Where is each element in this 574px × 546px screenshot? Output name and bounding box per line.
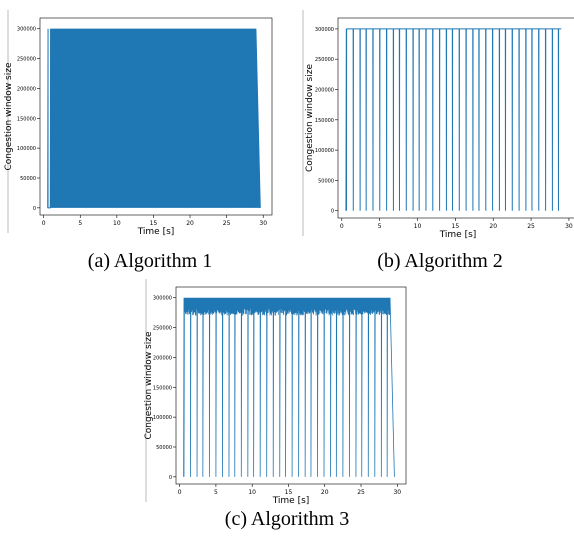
y-tick-label: 300000 bbox=[153, 296, 172, 302]
x-tick-label: 5 bbox=[78, 220, 82, 227]
y-tick-label: 150000 bbox=[153, 385, 172, 391]
y-tick-label: 150000 bbox=[17, 116, 36, 122]
y-tick-label: 250000 bbox=[315, 57, 334, 63]
x-tick-label: 20 bbox=[321, 489, 329, 496]
y-tick-label: 0 bbox=[33, 206, 36, 212]
y-axis-label: Congestion window size bbox=[144, 331, 154, 439]
chart-panel-3: 0 5 10 15 20 25 30 0 50000 100000 150000 200000 2500… bbox=[144, 279, 407, 506]
x-tick-label: 25 bbox=[357, 489, 365, 496]
x-tick-label: 0 bbox=[42, 220, 46, 227]
y-axis-label: Congestion window size bbox=[4, 62, 14, 170]
chart-panel-2: 0 5 10 15 20 25 30 0 50000 100000 150000 200000 2500… bbox=[302, 10, 574, 240]
x-tick-label: 15 bbox=[285, 489, 293, 496]
y-tick-label: 0 bbox=[331, 209, 334, 215]
series-fill bbox=[50, 28, 256, 207]
y-tick-label: 200000 bbox=[17, 86, 36, 92]
x-tick-label: 5 bbox=[378, 223, 382, 230]
y-tick-label: 50000 bbox=[20, 176, 36, 182]
x-tick-label: 15 bbox=[452, 223, 460, 230]
x-tick-label: 20 bbox=[186, 220, 194, 227]
caption-a: (a) Algorithm 1 bbox=[87, 250, 213, 272]
y-tick-label: 100000 bbox=[153, 415, 172, 421]
x-tick-label: 0 bbox=[340, 223, 344, 230]
x-tick-label: 30 bbox=[565, 223, 573, 230]
y-tick-label: 200000 bbox=[315, 88, 334, 94]
x-tick-label: 20 bbox=[489, 223, 497, 230]
x-tick-label: 10 bbox=[414, 223, 422, 230]
y-tick-label: 0 bbox=[169, 475, 172, 481]
y-tick-label: 250000 bbox=[153, 326, 172, 332]
series-line bbox=[183, 297, 395, 477]
caption-b: (b) Algorithm 2 bbox=[377, 250, 503, 272]
caption-c: (c) Algorithm 3 bbox=[224, 508, 350, 530]
x-tick-label: 10 bbox=[248, 489, 256, 496]
x-tick-label: 10 bbox=[113, 220, 121, 227]
x-axis-label: Time [s] bbox=[272, 496, 310, 506]
y-axis-label: Congestion window size bbox=[305, 64, 315, 172]
series-line bbox=[345, 28, 562, 211]
y-tick-label: 50000 bbox=[318, 178, 334, 184]
y-tick-label: 200000 bbox=[153, 355, 172, 361]
y-tick-label: 300000 bbox=[315, 27, 334, 33]
x-axis-label: Time [s] bbox=[439, 230, 477, 240]
y-tick-label: 300000 bbox=[17, 27, 36, 33]
x-tick-label: 0 bbox=[178, 489, 182, 496]
y-tick-label: 100000 bbox=[17, 146, 36, 152]
x-tick-label: 25 bbox=[223, 220, 231, 227]
x-axis-label: Time [s] bbox=[137, 227, 175, 237]
x-tick-label: 25 bbox=[527, 223, 535, 230]
y-tick-label: 150000 bbox=[315, 118, 334, 124]
x-tick-label: 15 bbox=[150, 220, 158, 227]
x-tick-label: 5 bbox=[214, 489, 218, 496]
y-tick-label: 250000 bbox=[17, 57, 36, 63]
x-tick-label: 30 bbox=[259, 220, 267, 227]
plot-frame bbox=[39, 17, 273, 216]
y-tick-label: 100000 bbox=[315, 148, 334, 154]
x-tick-label: 30 bbox=[393, 489, 401, 496]
chart-panel-1: 0 5 10 15 20 25 30 0 50000 100000 150000 200000 2500… bbox=[4, 10, 273, 237]
y-tick-label: 50000 bbox=[156, 445, 172, 451]
plot-frame bbox=[337, 17, 574, 219]
plot-frame bbox=[175, 286, 407, 485]
